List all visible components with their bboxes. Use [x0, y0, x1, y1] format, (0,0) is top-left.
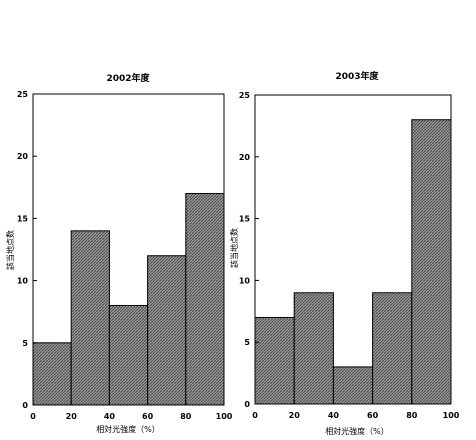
- x-tick-label-2003-40: 40: [328, 411, 340, 420]
- y-tick-label-2002-0: 0: [22, 401, 28, 410]
- chart-title-2002: 2002年度: [106, 72, 150, 84]
- bar-2002-60-80: [147, 255, 187, 406]
- x-axis-label-2003: 相対光強度（%）: [325, 426, 389, 436]
- x-tick-label-2002-80: 80: [180, 412, 192, 421]
- bar-2003-60-80: [372, 292, 413, 405]
- bar-2002-0-20: [32, 342, 72, 406]
- x-tick-label-2003-60: 60: [367, 411, 379, 420]
- y-tick-label-2003-15: 15: [239, 215, 251, 224]
- bar-2002-40-60: [108, 304, 149, 406]
- y-tick-label-2003-0: 0: [244, 400, 250, 409]
- y-tick-label-2002-20: 20: [17, 152, 29, 161]
- bar-2002-80-100: [185, 193, 225, 406]
- y-tick-label-2002-25: 25: [17, 90, 29, 99]
- x-tick-label-2002-100: 100: [216, 412, 233, 421]
- y-tick-label-2003-20: 20: [239, 153, 251, 162]
- y-axis-label-2003: 該当地点数: [229, 228, 239, 268]
- y-tick-label-2003-10: 10: [239, 276, 251, 285]
- x-tick-label-2002-20: 20: [66, 412, 78, 421]
- bar-2003-20-40: [293, 292, 334, 405]
- plot-frame-2003: [254, 94, 452, 405]
- chart-panel-2002: 0 20 40 60 80 100 0 5 10 15 20 25: [17, 90, 233, 421]
- x-tick-label-2002-60: 60: [142, 412, 154, 421]
- chart-title-2003: 2003年度: [335, 70, 379, 82]
- bar-2003-40-60: [332, 366, 374, 405]
- x-tick-label-2002-0: 0: [30, 412, 36, 421]
- y-tick-label-2002-15: 15: [17, 214, 29, 223]
- y-tick-label-2002-10: 10: [17, 277, 29, 286]
- x-tick-label-2003-20: 20: [289, 411, 301, 420]
- y-tick-label-2003-5: 5: [244, 338, 250, 347]
- y-axis-label-2002: 該当地点数: [5, 230, 15, 270]
- x-tick-label-2003-80: 80: [406, 411, 418, 420]
- bar-2003-0-20: [254, 316, 295, 405]
- chart-panel-2003: 0 20 40 60 80 100 0 5 10 15 20 25: [239, 91, 460, 420]
- x-tick-label-2003-0: 0: [252, 411, 258, 420]
- x-tick-label-2003-100: 100: [443, 411, 460, 420]
- y-tick-label-2002-5: 5: [22, 339, 28, 348]
- plot-frame-2002: [32, 93, 225, 406]
- bar-2002-20-40: [70, 230, 110, 406]
- x-tick-label-2002-40: 40: [104, 412, 116, 421]
- y-tick-label-2003-25: 25: [239, 91, 251, 100]
- bar-2003-80-100: [411, 119, 452, 405]
- x-axis-label-2002: 相対光強度（%）: [96, 424, 160, 434]
